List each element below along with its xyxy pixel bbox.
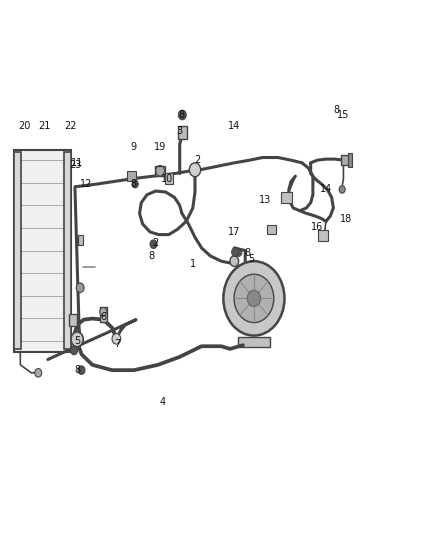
Text: 4: 4 — [159, 397, 165, 407]
Circle shape — [247, 290, 261, 306]
Text: 16: 16 — [311, 222, 323, 232]
Circle shape — [78, 366, 85, 374]
Bar — [318, 230, 328, 241]
Circle shape — [76, 283, 84, 293]
Text: 14: 14 — [228, 120, 240, 131]
Text: 6: 6 — [100, 312, 106, 322]
Text: 23: 23 — [70, 160, 82, 171]
Text: 14: 14 — [320, 184, 332, 195]
Circle shape — [35, 368, 42, 377]
Bar — [127, 171, 137, 181]
Text: 12: 12 — [80, 179, 92, 189]
Text: 21: 21 — [38, 120, 50, 131]
Bar — [348, 154, 352, 167]
Text: 8: 8 — [148, 251, 154, 261]
Text: 2: 2 — [194, 155, 200, 165]
Bar — [69, 314, 77, 326]
Text: 8: 8 — [334, 104, 340, 115]
Bar — [165, 173, 173, 184]
Circle shape — [100, 308, 107, 316]
Circle shape — [71, 346, 78, 355]
Circle shape — [178, 110, 186, 120]
Text: 2: 2 — [152, 238, 159, 247]
Circle shape — [71, 332, 83, 347]
Text: 7: 7 — [115, 338, 121, 349]
Text: 9: 9 — [131, 142, 137, 152]
Bar — [155, 166, 165, 175]
Circle shape — [236, 249, 242, 256]
Text: 5: 5 — [249, 254, 255, 263]
Text: 8: 8 — [131, 179, 137, 189]
Bar — [100, 307, 107, 322]
Text: 3: 3 — [177, 126, 183, 136]
Bar — [267, 225, 276, 233]
Bar — [237, 337, 270, 347]
Text: 22: 22 — [64, 120, 77, 131]
Bar — [14, 152, 21, 349]
FancyBboxPatch shape — [14, 150, 71, 352]
Circle shape — [132, 180, 138, 188]
Text: 11: 11 — [71, 158, 83, 168]
Bar — [282, 191, 292, 203]
Text: 13: 13 — [259, 195, 271, 205]
Text: 18: 18 — [339, 214, 352, 224]
Text: 15: 15 — [337, 110, 350, 120]
Bar — [341, 156, 350, 165]
Text: 19: 19 — [154, 142, 166, 152]
Text: 17: 17 — [228, 227, 240, 237]
Circle shape — [150, 240, 157, 248]
Text: 8: 8 — [179, 110, 185, 120]
Circle shape — [230, 256, 239, 266]
Circle shape — [232, 248, 239, 256]
Text: 20: 20 — [18, 120, 31, 131]
Text: 8: 8 — [74, 365, 80, 375]
Text: 1: 1 — [190, 259, 196, 269]
Text: 8: 8 — [244, 248, 251, 258]
Bar — [64, 152, 71, 349]
Bar — [178, 126, 187, 139]
Circle shape — [189, 163, 201, 176]
Circle shape — [112, 334, 121, 344]
Text: 5: 5 — [74, 336, 80, 346]
Circle shape — [234, 274, 274, 322]
Circle shape — [223, 261, 285, 336]
Bar — [78, 235, 83, 245]
Circle shape — [339, 185, 345, 193]
Text: 10: 10 — [160, 174, 173, 184]
